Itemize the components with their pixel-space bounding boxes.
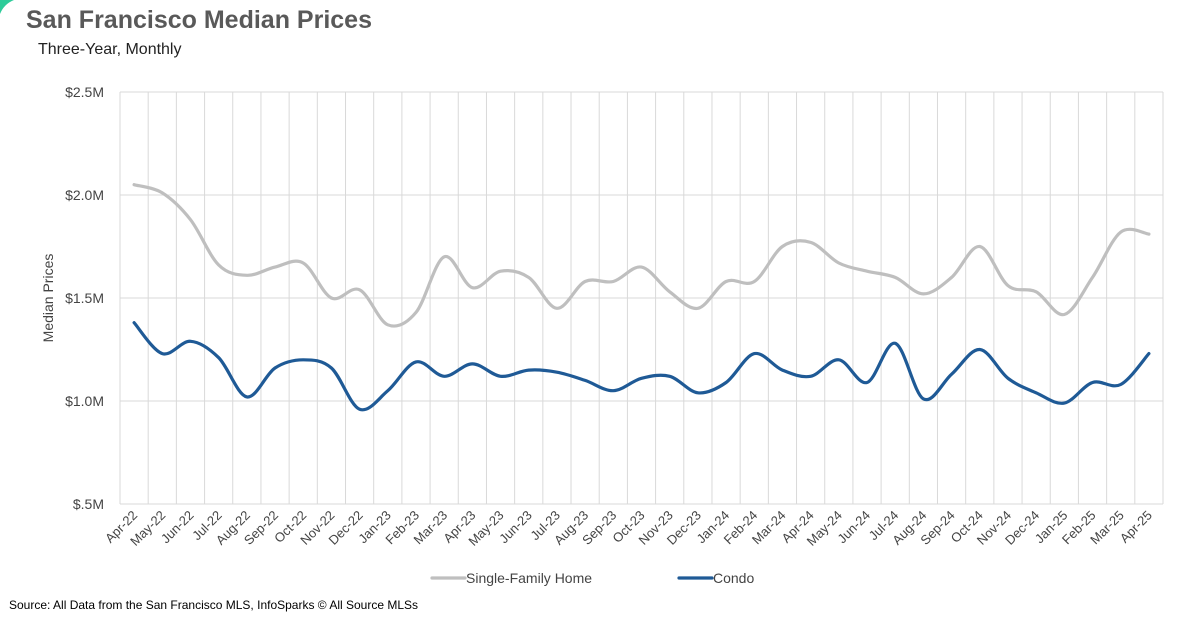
corner-accent	[0, 0, 14, 14]
single-family-home-line	[132, 183, 1151, 328]
y-tick-label: $1.5M	[65, 290, 104, 306]
legend-label: Single-Family Home	[466, 570, 592, 586]
y-tick-label: $2.0M	[65, 187, 104, 203]
x-tick-label: Jun-24	[834, 508, 873, 547]
series-lines	[132, 183, 1151, 412]
y-tick-label: $1.0M	[65, 393, 104, 409]
x-tick-label: Apr-25	[1117, 508, 1155, 546]
x-tick-label: Jun-23	[496, 508, 535, 547]
legend-label: Condo	[713, 570, 754, 586]
chart-subtitle: Three-Year, Monthly	[38, 41, 182, 58]
source-note: Source: All Data from the San Francisco …	[9, 598, 419, 612]
chart-title: San Francisco Median Prices	[26, 6, 372, 34]
y-tick-label: $2.5M	[65, 84, 104, 100]
y-axis-label: Median Prices	[40, 254, 56, 343]
condo-line	[132, 321, 1151, 412]
y-tick-label: $.5M	[73, 496, 104, 512]
x-tick-labels: Apr-22May-22Jun-22Jul-22Aug-22Sep-22Oct-…	[102, 508, 1155, 549]
legend: Single-Family Home Condo	[430, 570, 754, 586]
y-tick-labels: $.5M $1.0M $1.5M $2.0M $2.5M	[65, 84, 104, 512]
x-tick-label: Jun-22	[158, 508, 197, 547]
gridlines	[119, 91, 1164, 505]
